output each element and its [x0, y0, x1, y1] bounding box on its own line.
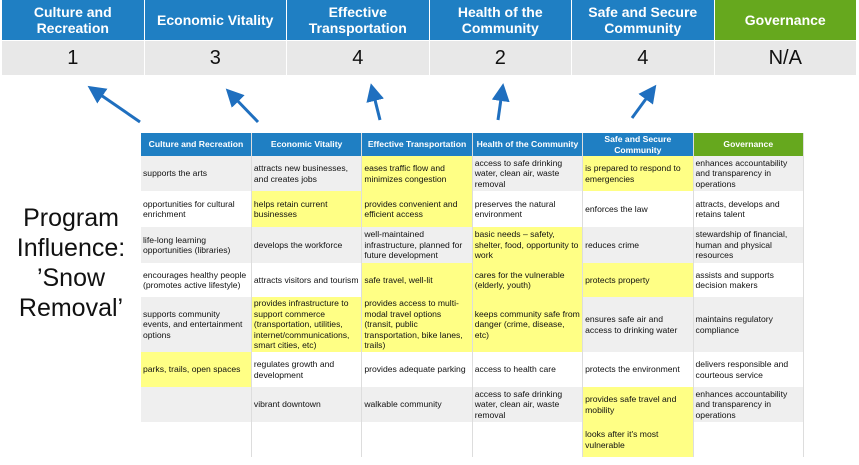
table-cell: keeps community safe from danger (crime,…: [472, 297, 584, 352]
program-title: Program Influence: ’Snow Removal’: [16, 204, 126, 322]
table-row: supports the arts attracts new businesses…: [141, 156, 805, 191]
table-cell: looks after it's most vulnerable: [582, 422, 694, 457]
table-cell: provides infrastructure to support comme…: [251, 297, 363, 352]
table-cell: access to safe drinking water, clean air…: [472, 387, 584, 422]
table-cell: helps retain current businesses: [251, 191, 363, 227]
table-cell: [472, 422, 584, 457]
arrow-culture: [87, 85, 141, 124]
summary-score: N/A: [714, 40, 857, 75]
table-row: looks after it's most vulnerable: [141, 422, 805, 457]
table-cell: preserves the natural environment: [472, 191, 584, 227]
table-cell: well-maintained infrastructure, planned …: [361, 227, 473, 263]
column-header: Governance: [693, 133, 805, 156]
table-cell: basic needs – safety, shelter, food, opp…: [472, 227, 584, 263]
table-cell: enhances accountability and transparency…: [693, 387, 805, 422]
table-cell: cares for the vulnerable (elderly, youth…: [472, 263, 584, 297]
summary-header: Governance: [714, 0, 857, 40]
column-header: Safe and Secure Community: [582, 133, 694, 156]
table-cell: maintains regulatory compliance: [693, 297, 805, 352]
table-cell: life-long learning opportunities (librar…: [141, 227, 252, 263]
table-cell: encourages healthy people (promotes acti…: [141, 263, 252, 297]
table-cell: assists and supports decision makers: [693, 263, 805, 297]
table-cell: [141, 422, 252, 457]
table-row: supports community events, and entertain…: [141, 297, 805, 352]
arrow-economic: [225, 88, 260, 124]
table-cell: attracts, develops and retains talent: [693, 191, 805, 227]
table-cell: delivers responsible and courteous servi…: [693, 352, 805, 387]
table-cell: attracts visitors and tourism: [251, 263, 363, 297]
column-header: Economic Vitality: [251, 133, 363, 156]
table-cell: access to health care: [472, 352, 584, 387]
table-cell: [693, 422, 805, 457]
arrow-safe: [630, 84, 657, 119]
table-cell: is prepared to respond to emergencies: [582, 156, 694, 191]
table-cell: protects the environment: [582, 352, 694, 387]
column-header: Effective Transportation: [361, 133, 473, 156]
table-cell: supports community events, and entertain…: [141, 297, 252, 352]
summary-header: Safe and Secure Community: [572, 0, 715, 40]
summary-header: Economic Vitality: [144, 0, 287, 40]
score-summary: Culture and Recreation Economic Vitality E…: [2, 0, 857, 75]
summary-score: 4: [287, 40, 430, 75]
table-cell: stewardship of financial, human and phys…: [693, 227, 805, 263]
table-cell: supports the arts: [141, 156, 252, 191]
table-cell: reduces crime: [582, 227, 694, 263]
table-cell: [251, 422, 363, 457]
table-cell: provides adequate parking: [361, 352, 473, 387]
column-header: Health of the Community: [472, 133, 584, 156]
summary-header: Culture and Recreation: [2, 0, 145, 40]
table-cell: [141, 387, 252, 422]
table-row: vibrant downtown walkable community access…: [141, 387, 805, 422]
table-cell: provides safe travel and mobility: [582, 387, 694, 422]
table-row: life-long learning opportunities (librar…: [141, 227, 805, 263]
table-cell: access to safe drinking water, clean air…: [472, 156, 584, 191]
table-cell: regulates growth and development: [251, 352, 363, 387]
summary-score: 3: [144, 40, 287, 75]
table-cell: provides convenient and efficient access: [361, 191, 473, 227]
table-cell: develops the workforce: [251, 227, 363, 263]
table-row: encourages healthy people (promotes acti…: [141, 263, 805, 297]
summary-score: 2: [429, 40, 572, 75]
table-cell: opportunities for cultural enrichment: [141, 191, 252, 227]
table-cell: eases traffic flow and minimizes congest…: [361, 156, 473, 191]
summary-score: 1: [2, 40, 145, 75]
influence-table: Culture and Recreation Economic Vitality E…: [141, 133, 805, 457]
summary-score: 4: [572, 40, 715, 75]
table-cell: [361, 422, 473, 457]
table-cell: enforces the law: [582, 191, 694, 227]
summary-header: Health of the Community: [429, 0, 572, 40]
table-cell: protects property: [582, 263, 694, 297]
summary-header: Effective Transportation: [287, 0, 430, 40]
column-header: Culture and Recreation: [141, 133, 252, 156]
table-row: opportunities for cultural enrichment hel…: [141, 191, 805, 227]
table-cell: parks, trails, open spaces: [141, 352, 252, 387]
table-cell: vibrant downtown: [251, 387, 363, 422]
table-cell: provides access to multi-modal travel op…: [361, 297, 473, 352]
table-cell: safe travel, well-lit: [361, 263, 473, 297]
table-cell: walkable community: [361, 387, 473, 422]
arrow-health: [491, 83, 510, 121]
table-cell: enhances accountability and transparency…: [693, 156, 805, 191]
table-cell: ensures safe air and access to drinking …: [582, 297, 694, 352]
table-cell: attracts new businesses, and creates job…: [251, 156, 363, 191]
table-row: parks, trails, open spaces regulates grow…: [141, 352, 805, 387]
arrow-transportation: [366, 83, 384, 121]
